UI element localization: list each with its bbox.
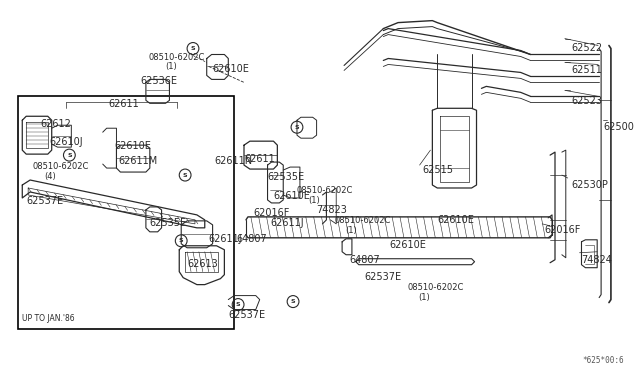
Text: 62610E: 62610E xyxy=(212,64,250,74)
Text: S: S xyxy=(179,238,184,243)
Text: UP TO JAN.'86: UP TO JAN.'86 xyxy=(22,314,75,324)
Text: 08510-6202C: 08510-6202C xyxy=(297,186,353,195)
Text: 62522: 62522 xyxy=(572,42,603,52)
Text: 08510-6202C: 08510-6202C xyxy=(334,216,390,225)
Text: 62537E: 62537E xyxy=(228,310,266,320)
Text: 62610E: 62610E xyxy=(389,240,426,250)
Text: 62610E: 62610E xyxy=(115,141,152,151)
Text: 08510-6202C: 08510-6202C xyxy=(32,162,88,171)
Text: (1): (1) xyxy=(419,293,430,302)
Text: 74824: 74824 xyxy=(582,255,612,265)
Text: 62611J: 62611J xyxy=(271,218,304,228)
Text: 64807: 64807 xyxy=(236,234,267,244)
Text: 74823: 74823 xyxy=(317,205,348,215)
Text: 62537E: 62537E xyxy=(26,196,63,206)
Text: (1): (1) xyxy=(345,226,357,235)
Text: 62613: 62613 xyxy=(187,259,218,269)
Text: 62530P: 62530P xyxy=(572,180,609,190)
Text: 62535E: 62535E xyxy=(150,218,187,228)
Text: 62511: 62511 xyxy=(572,65,602,76)
Text: 62537E: 62537E xyxy=(365,272,402,282)
Text: (1): (1) xyxy=(308,196,319,205)
Text: 08510-6202C: 08510-6202C xyxy=(149,52,205,61)
Text: S: S xyxy=(67,153,72,158)
Text: (1): (1) xyxy=(166,62,177,71)
Text: 62611M: 62611M xyxy=(118,156,157,166)
Text: 64807: 64807 xyxy=(349,255,380,265)
Text: 62611J: 62611J xyxy=(209,234,243,244)
Text: 62611: 62611 xyxy=(109,99,140,109)
Text: 62515: 62515 xyxy=(422,165,454,175)
Text: 62500: 62500 xyxy=(603,122,634,132)
Text: 62535E: 62535E xyxy=(268,172,305,182)
Text: (4): (4) xyxy=(44,172,56,181)
Text: S: S xyxy=(191,46,195,51)
Text: 62611: 62611 xyxy=(244,154,275,164)
Bar xyxy=(19,96,234,330)
Text: 62536E: 62536E xyxy=(140,76,177,86)
Text: S: S xyxy=(294,125,300,130)
Text: S: S xyxy=(183,173,188,177)
Text: 62610J: 62610J xyxy=(50,137,83,147)
Text: 08510-6202C: 08510-6202C xyxy=(408,283,464,292)
Text: 62612: 62612 xyxy=(40,119,71,129)
Text: 62016F: 62016F xyxy=(254,208,290,218)
Text: 62610E: 62610E xyxy=(437,215,474,225)
Text: *625*00:6: *625*00:6 xyxy=(582,356,623,365)
Text: 62611N: 62611N xyxy=(214,156,253,166)
Text: S: S xyxy=(291,299,296,304)
Text: 62610E: 62610E xyxy=(273,191,310,201)
Text: 62523: 62523 xyxy=(572,96,603,106)
Text: 62016F: 62016F xyxy=(544,225,580,235)
Text: S: S xyxy=(236,302,241,307)
